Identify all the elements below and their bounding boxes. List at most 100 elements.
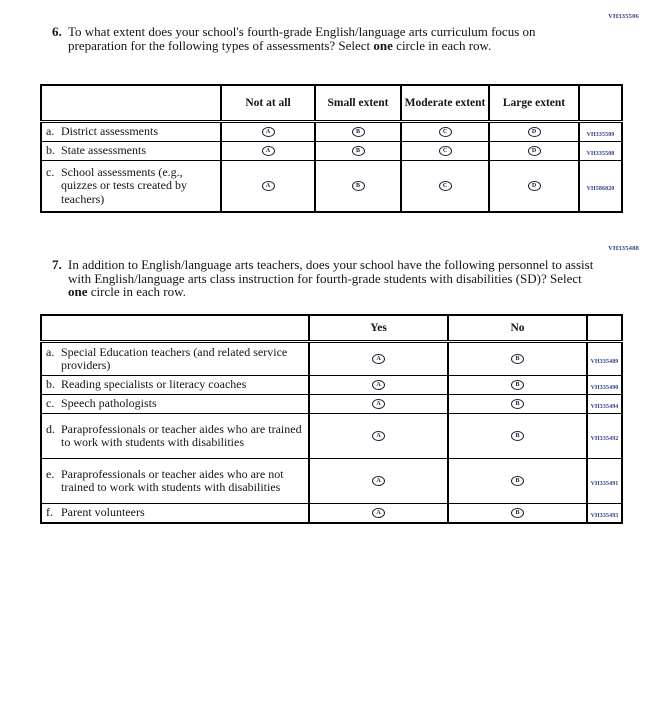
row-label-text: District assessments (61, 124, 158, 139)
column-header-not-at-all: Not at all (220, 84, 316, 123)
response-bubble-a[interactable]: A (261, 181, 275, 192)
item-code: VH335494 (590, 404, 619, 410)
row-letter: f. (46, 505, 53, 520)
row-label-text: Special Education teachers (and related … (61, 344, 288, 372)
item-code: VH335492 (590, 436, 619, 442)
option-cell: B (314, 121, 402, 142)
row-label-text: Paraprofessionals or teacher aides who a… (61, 466, 284, 494)
response-bubble-b[interactable]: B (511, 431, 524, 442)
response-bubble-c[interactable]: C (438, 127, 452, 138)
response-bubble-b[interactable]: B (511, 354, 524, 365)
option-cell: D (488, 141, 580, 161)
response-bubble-b[interactable]: B (351, 146, 365, 157)
row-label-text: Speech pathologists (61, 396, 157, 411)
option-cell: B (314, 141, 402, 161)
question-7-text-after: circle in each row. (90, 284, 186, 299)
header-row: Yes No (40, 314, 623, 343)
item-code: VH335493 (590, 513, 619, 519)
column-header-moderate-extent: Moderate extent (400, 84, 490, 123)
question-6-ref-code: VH335506 (608, 13, 639, 20)
response-bubble-c[interactable]: C (438, 146, 452, 157)
response-bubble-b[interactable]: B (511, 380, 524, 391)
item-code-cell: VH335509 (578, 121, 623, 142)
item-code-cell: VH335494 (586, 394, 623, 414)
stub-header-cell (40, 314, 310, 343)
response-bubble-d[interactable]: D (527, 146, 541, 157)
response-bubble-a[interactable]: A (372, 508, 385, 519)
question-7: 7. In addition to English/language arts … (52, 258, 597, 299)
stub-header-cell (40, 84, 222, 123)
response-bubble-b[interactable]: B (351, 181, 365, 192)
item-code-cell: VH335492 (586, 413, 623, 459)
row-label-text: Reading specialists or literacy coaches (61, 377, 247, 392)
response-bubble-c[interactable]: C (438, 181, 452, 192)
question-7-table: Yes No a. Special Education teachers (and… (40, 314, 623, 524)
response-bubble-a[interactable]: A (372, 354, 385, 365)
response-bubble-a[interactable]: A (372, 380, 385, 391)
response-bubble-a[interactable]: A (372, 431, 385, 442)
header-row: Not at all Small extent Moderate extent … (40, 84, 623, 123)
question-6: 6. To what extent does your school's fou… (52, 25, 597, 52)
response-bubble-b[interactable]: B (351, 127, 365, 138)
option-cell: B (447, 503, 588, 524)
response-bubble-a[interactable]: A (372, 399, 385, 410)
question-7-ref-code: VH335488 (608, 245, 639, 252)
question-6-text-after: circle in each row. (396, 37, 492, 53)
question-6-text-bold: one (373, 37, 393, 53)
code-column-header (578, 84, 623, 123)
item-code-cell: VH335508 (578, 141, 623, 161)
question-6-text-before: To what extent does your school's fourth… (68, 24, 536, 53)
row-letter: a. (46, 344, 55, 359)
question-7-text-before: In addition to English/language arts tea… (68, 257, 594, 286)
item-code: VH335489 (590, 359, 619, 365)
question-6-table: Not at all Small extent Moderate extent … (40, 84, 623, 213)
column-header-small-extent: Small extent (314, 84, 402, 123)
option-cell: B (447, 413, 588, 459)
option-cell: A (308, 503, 449, 524)
question-7-text: In addition to English/language arts tea… (68, 258, 597, 299)
table-row: a. Special Education teachers (and relate… (40, 341, 623, 376)
item-code: VH335490 (590, 385, 619, 391)
row-label-cell: a. District assessments (40, 121, 222, 142)
response-bubble-b[interactable]: B (511, 476, 524, 487)
table-row: a. District assessments A B C D VH335509 (40, 121, 623, 142)
column-header-large-extent: Large extent (488, 84, 580, 123)
option-cell: C (400, 121, 490, 142)
row-label-text: State assessments (61, 143, 146, 158)
option-cell: B (447, 375, 588, 395)
table-row: d. Paraprofessionals or teacher aides who… (40, 413, 623, 459)
item-code-cell: VH335491 (586, 458, 623, 504)
option-cell: A (308, 394, 449, 414)
response-bubble-d[interactable]: D (527, 181, 541, 192)
table-row: b. Reading specialists or literacy coache… (40, 375, 623, 395)
row-label-text: Paraprofessionals or teacher aides who a… (61, 421, 302, 449)
table-row: e. Paraprofessionals or teacher aides who… (40, 458, 623, 504)
row-letter: e. (46, 466, 55, 481)
row-label-cell: a. Special Education teachers (and relate… (40, 341, 310, 376)
row-letter: d. (46, 421, 55, 436)
item-code-cell: VH335489 (586, 341, 623, 376)
item-code: VH586820 (586, 186, 615, 192)
table-row: f. Parent volunteers A B VH335493 (40, 503, 623, 524)
item-code: VH335509 (586, 132, 615, 138)
question-6-text: To what extent does your school's fourth… (68, 25, 597, 52)
response-bubble-a[interactable]: A (261, 146, 275, 157)
response-bubble-b[interactable]: B (511, 399, 524, 410)
row-label-cell: f. Parent volunteers (40, 503, 310, 524)
row-letter: c. (46, 396, 55, 411)
column-header-no: No (447, 314, 588, 343)
item-code-cell: VH335493 (586, 503, 623, 524)
row-label-cell: b. Reading specialists or literacy coache… (40, 375, 310, 395)
question-6-number: 6. (52, 24, 62, 39)
row-label-cell: e. Paraprofessionals or teacher aides who… (40, 458, 310, 504)
row-label-cell: b. State assessments (40, 141, 222, 161)
response-bubble-a[interactable]: A (372, 476, 385, 487)
option-cell: A (308, 458, 449, 504)
option-cell: B (314, 160, 402, 213)
response-bubble-d[interactable]: D (527, 127, 541, 138)
response-bubble-b[interactable]: B (511, 508, 524, 519)
response-bubble-a[interactable]: A (261, 127, 275, 138)
option-cell: A (220, 141, 316, 161)
row-label-cell: c. Speech pathologists (40, 394, 310, 414)
